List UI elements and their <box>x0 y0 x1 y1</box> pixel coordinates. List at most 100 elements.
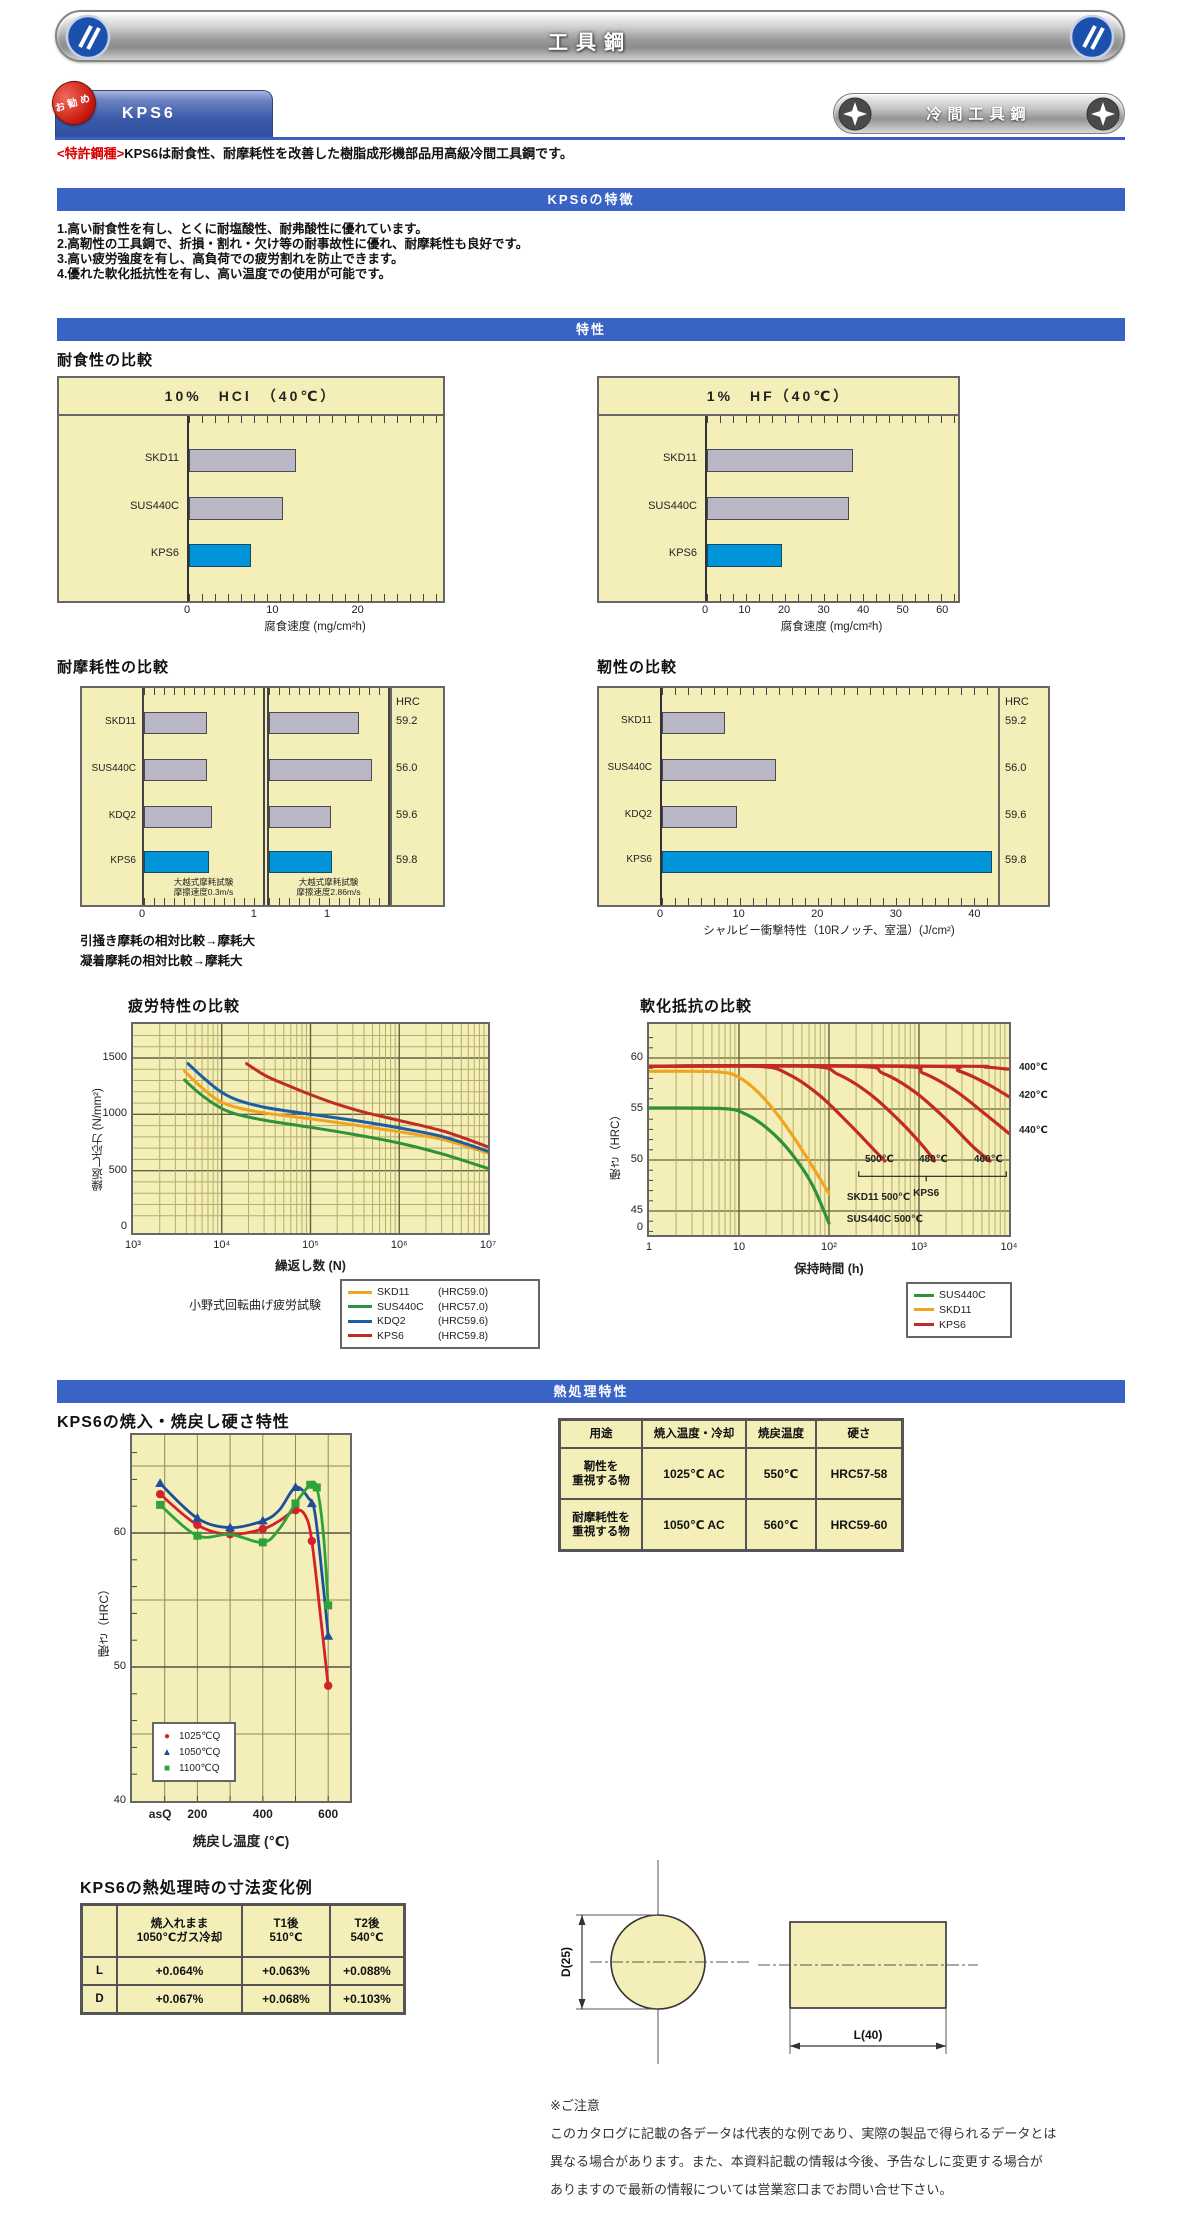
tick-marks <box>707 416 958 423</box>
y-tick-label: 55 <box>630 1102 643 1114</box>
legend-swatch <box>348 1334 372 1338</box>
marker-triangle <box>323 1630 334 1640</box>
nav-label: 冷間工具鋼 <box>926 106 1032 123</box>
bar-KDQ2 <box>269 806 331 828</box>
tab-kps6[interactable]: お勧め KPS6 <box>46 75 273 137</box>
patent-tag: <特許鋼種> <box>57 146 125 161</box>
x-tick-label: 600 <box>318 1807 339 1821</box>
hrc-value: 59.2 <box>396 715 418 727</box>
marker-circle <box>307 1536 317 1546</box>
footer-notice: ※ご注意 このカタログに記載の各データは代表的な例であり、実際の製品で得られるデ… <box>550 2092 1090 2204</box>
table-cell: +0.064% <box>117 1957 242 1985</box>
heading-dimension: KPS6の熱処理時の寸法変化例 <box>80 1880 313 1897</box>
legend-hrc: (HRC59.6) <box>438 1315 489 1328</box>
category-label: KDQ2 <box>108 810 136 821</box>
tick-marks <box>662 898 998 905</box>
category-label: SUS440C <box>91 763 136 774</box>
test-note: 大越式摩耗試験 摩擦速度2.86m/s <box>296 877 361 897</box>
x-tick-label: 10 <box>732 1241 746 1253</box>
heat-treatment-table: 用途 焼入温度・冷却 焼戻温度 硬さ 靭性を 重視する物 1025℃ AC 550℃ HRC5… <box>558 1418 904 1552</box>
category-label: SKD11 <box>662 452 697 464</box>
marker-circle <box>258 1524 267 1534</box>
nav-prev-icon[interactable] <box>838 97 872 131</box>
legend-name: 1050℃Q <box>179 1746 221 1758</box>
tick-marks <box>707 594 958 601</box>
annotation: SUS440C 500℃ <box>846 1214 923 1226</box>
footer-line: ありますので最新の情報については営業窓口までお問い合せ下さい。 <box>550 2182 953 2197</box>
legend-marker-square: ■ <box>163 1762 171 1774</box>
softening-y-axis-label: 硬さ（HRC） <box>610 1109 622 1181</box>
annotation: 500℃ <box>864 1154 894 1166</box>
legend-marker-triangle: ▲ <box>162 1746 172 1758</box>
table-header-cell: 焼入れまま 1050℃ガス冷却 <box>117 1905 242 1957</box>
fatigue-legend: SKD11 (HRC59.0) SUS440C (HRC57.0) KDQ2 (HRC59… <box>340 1279 540 1349</box>
marker-square <box>312 1483 321 1492</box>
hcl-corrosion-chart: 10% HCl （40℃） SKD11 SUS440C KPS6 0 10 20 腐食速度 (… <box>57 376 445 633</box>
legend-swatch <box>914 1323 934 1327</box>
intro-text: KPS6は耐食性、耐摩耗性を改善した樹脂成形機部品用高級冷間工具鋼です。 <box>124 146 573 161</box>
tick-marks <box>189 416 443 423</box>
chart-title: 1% HF（40℃） <box>599 378 958 416</box>
x-tick-label: 0 <box>138 908 146 920</box>
x-tick-label: 10 <box>266 604 279 616</box>
category-label: SUS440C <box>607 762 652 773</box>
intro-line: <特許鋼種>KPS6は耐食性、耐摩耗性を改善した樹脂成形機部品用高級冷間工具鋼で… <box>57 143 573 162</box>
category-label: KPS6 <box>110 855 136 866</box>
table-cell: +0.063% <box>242 1957 330 1985</box>
x-tick-label: 1 <box>250 908 257 920</box>
marker-triangle <box>225 1522 236 1532</box>
table-cell: +0.103% <box>330 1985 404 2013</box>
marker-triangle <box>257 1515 268 1525</box>
softening-legend: SUS440C SKD11 KPS6 <box>906 1282 1012 1338</box>
category-label: SKD11 <box>621 715 652 726</box>
x-tick-label: 20 <box>351 604 364 616</box>
x-tick-label: 1 <box>323 908 331 920</box>
marker-circle <box>324 1681 333 1690</box>
table-cell: 560℃ <box>746 1499 816 1550</box>
brand-logo-icon[interactable] <box>1069 14 1115 60</box>
table-header-cell: T1後 510℃ <box>242 1905 330 1957</box>
test-note: 大越式摩耗試験 摩擦速度0.3m/s <box>173 877 234 897</box>
banner-heat-treatment: 熱処理特性 <box>57 1380 1125 1403</box>
table-cell: +0.088% <box>330 1957 404 1985</box>
hardening-y-axis-label: 硬さ（HRC） <box>97 1583 111 1657</box>
tick-marks <box>189 594 443 601</box>
y-tick-label: 1500 <box>102 1051 127 1063</box>
feature-item: 1.高い耐食性を有し、とくに耐塩酸性、耐弗酸性に優れています。 <box>57 222 428 236</box>
hrc-header: HRC <box>396 696 420 708</box>
heading-softening: 軟化抵抗の比較 <box>640 998 753 1015</box>
x-tick-label: 30 <box>817 604 830 616</box>
x-tick-label: 10 <box>732 908 745 920</box>
x-tick-label: 10⁴ <box>1000 1241 1018 1253</box>
banner-features: KPS6の特徴 <box>57 188 1125 211</box>
x-tick-label: 20 <box>811 908 824 920</box>
tab-label: KPS6 <box>122 105 176 122</box>
bar-SUS440C <box>189 496 283 520</box>
marker-circle <box>193 1520 202 1530</box>
y-tick-label: 500 <box>108 1163 127 1176</box>
brand-logo-icon[interactable] <box>65 14 111 60</box>
tick-marks <box>144 898 263 905</box>
footer-line: 異なる場合があります。また、本資料記載の情報は今後、予告なしに変更する場合が <box>550 2154 1043 2169</box>
bar-KDQ2 <box>144 806 213 828</box>
hrc-header: HRC <box>1005 696 1029 708</box>
hf-corrosion-chart: 1% HF（40℃） SKD11 SUS440C KPS6 0 10 20 30 40 50 60 腐… <box>597 376 960 633</box>
curve-1100℃Q <box>158 1480 330 1607</box>
bar-KPS6 <box>269 851 332 873</box>
fatigue-y-axis-label: 繰返し応力 (N/mm²) <box>92 1088 104 1192</box>
banner-properties: 特性 <box>57 318 1125 341</box>
wear-panel-1: 大越式摩耗試験 摩擦速度0.3m/s <box>142 688 265 905</box>
table-cell: HRC59-60 <box>816 1499 902 1550</box>
y-tick-label: 1000 <box>102 1107 127 1120</box>
legend-swatch <box>348 1319 372 1323</box>
x-tick-label: 50 <box>896 604 909 616</box>
nav-next-icon[interactable] <box>1086 97 1120 131</box>
legend-swatch <box>914 1293 934 1297</box>
row-label-cell: 耐摩耗性を 重視する物 <box>560 1499 642 1550</box>
y-tick-label: 60 <box>113 1526 126 1538</box>
wear-resistance-chart: SKD11 SUS440C KDQ2 KPS6 大越式摩耗試験 摩擦速度0.3m/s 1 大… <box>80 686 445 920</box>
nav-cold-work-tool-steel[interactable]: 冷間工具鋼 <box>833 93 1125 134</box>
bar-SKD11 <box>144 712 207 734</box>
category-label: SKD11 <box>144 452 179 464</box>
hrc-value: 56.0 <box>1005 762 1027 774</box>
